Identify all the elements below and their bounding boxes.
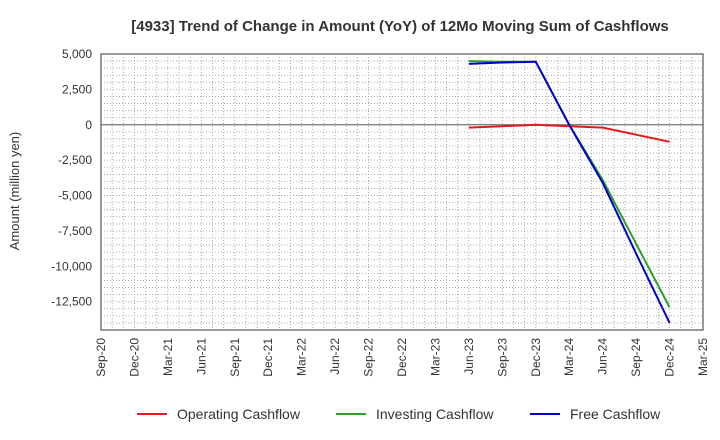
x-tick-label: Mar-24 (562, 338, 576, 376)
y-axis-ticks: 5,000 2,500 0 -2,500 -5,000 -7,500 -10,000 -12,… (51, 47, 92, 309)
x-tick-label: Dec-20 (127, 338, 141, 377)
legend: Operating Cashflow Investing Cashflow Free… (137, 406, 661, 422)
y-tick-label: 2,500 (62, 82, 92, 96)
y-tick-label: -7,500 (58, 224, 92, 238)
x-axis-ticks: Sep-20 Dec-20 Mar-21 Jun-21 Sep-21 Dec-21 Mar-… (94, 338, 710, 377)
x-tick-label: Dec-21 (261, 338, 275, 377)
x-tick-label: Dec-24 (663, 338, 677, 377)
legend-label: Free Cashflow (570, 406, 661, 422)
x-tick-label: Jun-22 (328, 338, 342, 375)
x-tick-label: Sep-22 (362, 338, 376, 377)
x-tick-label: Sep-23 (495, 338, 509, 377)
x-tick-label: Sep-21 (228, 338, 242, 377)
series-lines (468, 60, 671, 324)
y-tick-label: -12,500 (51, 295, 92, 309)
x-tick-label: Mar-25 (696, 338, 710, 376)
x-tick-label: Jun-21 (194, 338, 208, 375)
y-tick-label: 5,000 (62, 47, 92, 61)
y-tick-label: -5,000 (58, 189, 92, 203)
x-tick-label: Mar-21 (161, 338, 175, 376)
y-tick-label: -2,500 (58, 153, 92, 167)
x-tick-label: Jun-24 (596, 338, 610, 375)
x-tick-label: Sep-20 (94, 338, 108, 377)
y-tick-label: -10,000 (51, 259, 92, 273)
y-tick-label: 0 (85, 118, 92, 132)
chart-title: [4933] Trend of Change in Amount (YoY) o… (131, 18, 669, 35)
x-tick-label: Jun-23 (462, 338, 476, 375)
y-axis-label: Amount (million yen) (7, 132, 22, 251)
x-tick-label: Dec-23 (529, 338, 543, 377)
x-tick-label: Mar-23 (428, 338, 442, 376)
series-line-free-cashflow (468, 60, 671, 324)
grid (100, 53, 704, 331)
x-tick-label: Sep-24 (629, 338, 643, 377)
x-tick-label: Mar-22 (295, 338, 309, 376)
legend-label: Operating Cashflow (177, 406, 301, 422)
legend-label: Investing Cashflow (376, 406, 494, 422)
x-tick-label: Dec-22 (395, 338, 409, 377)
